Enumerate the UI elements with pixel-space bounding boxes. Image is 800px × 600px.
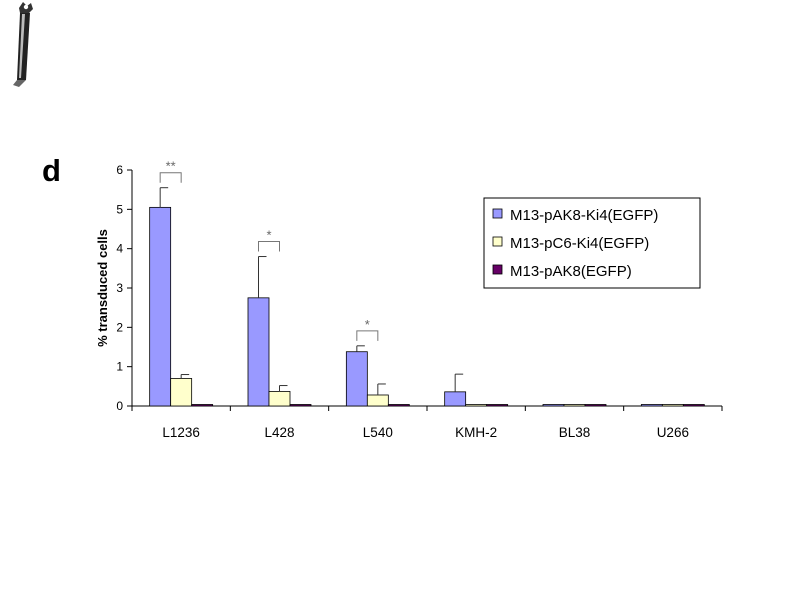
bar xyxy=(444,391,467,407)
bar xyxy=(289,404,312,407)
x-tick-label: U266 xyxy=(657,425,689,440)
y-axis-label: % transduced cells xyxy=(95,229,110,347)
bar xyxy=(387,404,410,407)
legend-label: M13-pC6-Ki4(EGFP) xyxy=(510,235,649,252)
bar xyxy=(486,404,509,407)
y-tick-label: 4 xyxy=(116,242,123,256)
pen-logo-icon xyxy=(13,2,33,87)
significance-bracket xyxy=(258,241,280,252)
bar xyxy=(682,404,705,407)
bar xyxy=(149,206,172,407)
y-tick-label: 6 xyxy=(116,163,123,177)
panel-label: d xyxy=(42,153,61,188)
bar xyxy=(247,297,270,407)
bar xyxy=(366,394,389,407)
bar xyxy=(640,404,663,407)
significance-bracket xyxy=(356,330,379,341)
significance-label: ** xyxy=(166,159,176,174)
legend-swatch xyxy=(492,264,503,275)
bar xyxy=(542,404,565,407)
x-tick-label: BL38 xyxy=(559,425,591,440)
x-axis: L1236 L428 L540 KMH-2 BL38 U266 xyxy=(131,405,723,440)
x-tick-label: L428 xyxy=(264,425,294,440)
bar xyxy=(465,404,488,407)
bar xyxy=(170,378,193,407)
bar xyxy=(584,404,607,407)
bar xyxy=(563,404,586,407)
legend-label: M13-pAK8(EGFP) xyxy=(510,263,632,280)
y-tick-label: 0 xyxy=(116,399,123,413)
y-tick-label: 1 xyxy=(116,360,123,374)
x-tick-label: L540 xyxy=(363,425,393,440)
legend-swatch xyxy=(492,208,503,219)
x-tick-label: L1236 xyxy=(162,425,200,440)
bar xyxy=(345,351,368,407)
bar xyxy=(661,404,684,407)
legend-swatch xyxy=(492,236,503,247)
y-tick-label: 3 xyxy=(116,281,123,295)
y-tick-label: 2 xyxy=(116,320,123,334)
legend-label: M13-pAK8-Ki4(EGFP) xyxy=(510,207,658,224)
bar xyxy=(268,391,291,407)
significance-label: * xyxy=(365,317,370,332)
bar xyxy=(191,404,214,407)
x-tick-label: KMH-2 xyxy=(455,425,497,440)
y-tick-label: 5 xyxy=(116,202,123,216)
bars xyxy=(149,187,705,407)
y-axis: 0 1 2 3 4 5 6 xyxy=(116,163,133,413)
legend: M13-pAK8-Ki4(EGFP) M13-pC6-Ki4(EGFP) M13… xyxy=(483,197,701,289)
significance-label: * xyxy=(266,228,271,243)
legend-box xyxy=(483,197,701,289)
significance-markers: **** xyxy=(159,159,379,341)
significance-bracket xyxy=(159,172,182,183)
